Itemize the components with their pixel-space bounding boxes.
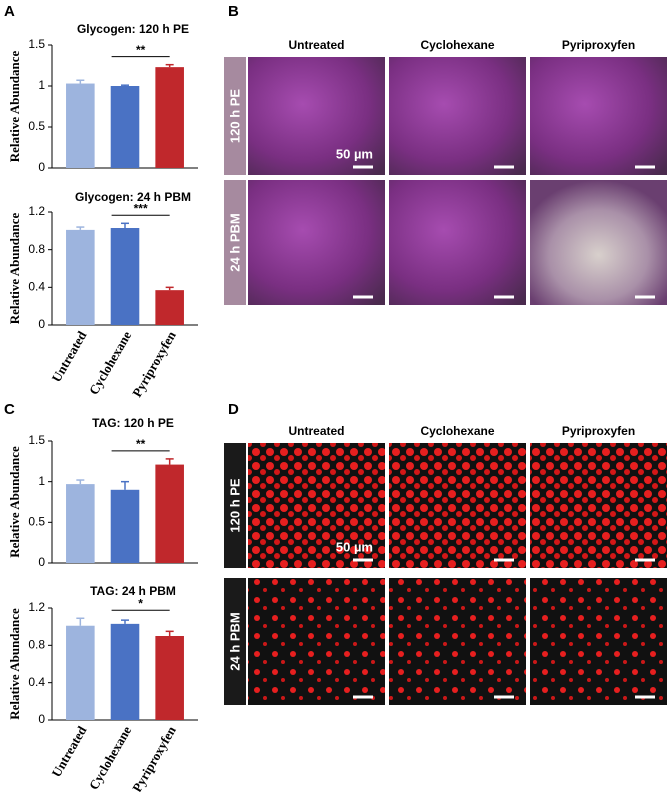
error-bar (165, 458, 174, 465)
x-tick-label: Pyriproxyfen (129, 723, 179, 792)
error-bar (76, 617, 85, 626)
y-tick-label: 0 (38, 317, 45, 331)
micrograph (389, 443, 526, 568)
y-tick-label: 0.4 (28, 675, 45, 689)
significance-label: *** (134, 201, 148, 215)
x-tick-label: Untreated (48, 723, 89, 780)
scale-label: 50 µm (336, 146, 373, 161)
bar (155, 636, 184, 720)
chart-title: TAG: 120 h PE (92, 416, 174, 430)
chart-title: Glycogen: 24 h PBM (75, 190, 191, 204)
error-bar (76, 479, 85, 485)
micrograph (389, 578, 526, 705)
error-bar (165, 286, 174, 291)
x-tick-label: Cyclohexane (86, 723, 134, 792)
error-bar (121, 619, 129, 624)
bar (155, 67, 184, 168)
micrograph (530, 578, 667, 705)
bar (155, 290, 184, 325)
scale-label: 50 µm (336, 539, 373, 554)
bar (110, 228, 140, 325)
y-tick-label: 0.5 (28, 119, 45, 133)
row-label: 24 h PBM (227, 612, 242, 671)
error-bar (76, 79, 85, 84)
row-strip (224, 57, 246, 175)
error-bar (121, 84, 129, 86)
y-tick-label: 0.8 (28, 638, 45, 652)
column-header: Untreated (288, 424, 344, 438)
bar (110, 623, 140, 720)
micrograph (248, 180, 385, 305)
panel-letter: A (4, 3, 15, 20)
chart-title: TAG: 24 h PBM (90, 584, 176, 598)
panel-letter: C (4, 401, 15, 418)
error-bar (121, 480, 129, 490)
bar (66, 625, 95, 720)
y-tick-label: 1.2 (28, 204, 45, 218)
x-tick-label: Cyclohexane (86, 328, 134, 397)
row-strip (224, 443, 246, 568)
y-tick-label: 0 (38, 160, 45, 174)
y-tick-label: 1 (38, 78, 45, 92)
y-tick-label: 1.5 (28, 433, 45, 447)
column-header: Pyriproxyfen (562, 38, 635, 52)
bar (66, 229, 95, 325)
error-bar (76, 226, 85, 230)
micrograph (530, 443, 667, 568)
row-label: 120 h PE (227, 89, 242, 144)
row-strip (224, 180, 246, 305)
panel-letter: B (228, 3, 239, 20)
y-axis-label: Relative Abundance (7, 212, 22, 324)
y-tick-label: 0.4 (28, 280, 45, 294)
bar (110, 86, 140, 168)
micrograph (248, 57, 385, 175)
column-header: Untreated (288, 38, 344, 52)
y-tick-label: 1.5 (28, 37, 45, 51)
micrograph (389, 180, 526, 305)
column-header: Cyclohexane (420, 38, 494, 52)
x-tick-label: Untreated (48, 328, 89, 385)
micrograph (248, 578, 385, 705)
micrograph (530, 180, 667, 305)
error-bar (165, 63, 174, 68)
column-header: Pyriproxyfen (562, 424, 635, 438)
error-bar (121, 222, 129, 229)
significance-label: ** (136, 43, 146, 57)
bar (66, 83, 95, 168)
panel-letter: D (228, 401, 239, 418)
column-header: Cyclohexane (420, 424, 494, 438)
bar (155, 464, 184, 563)
micrograph (248, 443, 385, 568)
y-tick-label: 1 (38, 474, 45, 488)
significance-label: ** (136, 437, 146, 451)
y-tick-label: 0.5 (28, 515, 45, 529)
y-tick-label: 0.8 (28, 242, 45, 256)
micrograph (530, 57, 667, 175)
y-axis-label: Relative Abundance (7, 50, 22, 162)
y-tick-label: 1.2 (28, 600, 45, 614)
chart-title: Glycogen: 120 h PE (77, 22, 189, 36)
y-axis-label: Relative Abundance (7, 608, 22, 720)
y-tick-label: 0 (38, 555, 45, 569)
y-tick-label: 0 (38, 712, 45, 726)
row-label: 120 h PE (227, 478, 242, 533)
bar (66, 484, 95, 563)
micrograph (389, 57, 526, 175)
x-tick-label: Pyriproxyfen (129, 328, 179, 400)
row-label: 24 h PBM (227, 213, 242, 272)
row-strip (224, 578, 246, 705)
error-bar (165, 630, 174, 636)
significance-label: * (138, 596, 143, 610)
y-axis-label: Relative Abundance (7, 446, 22, 558)
bar (110, 489, 140, 563)
